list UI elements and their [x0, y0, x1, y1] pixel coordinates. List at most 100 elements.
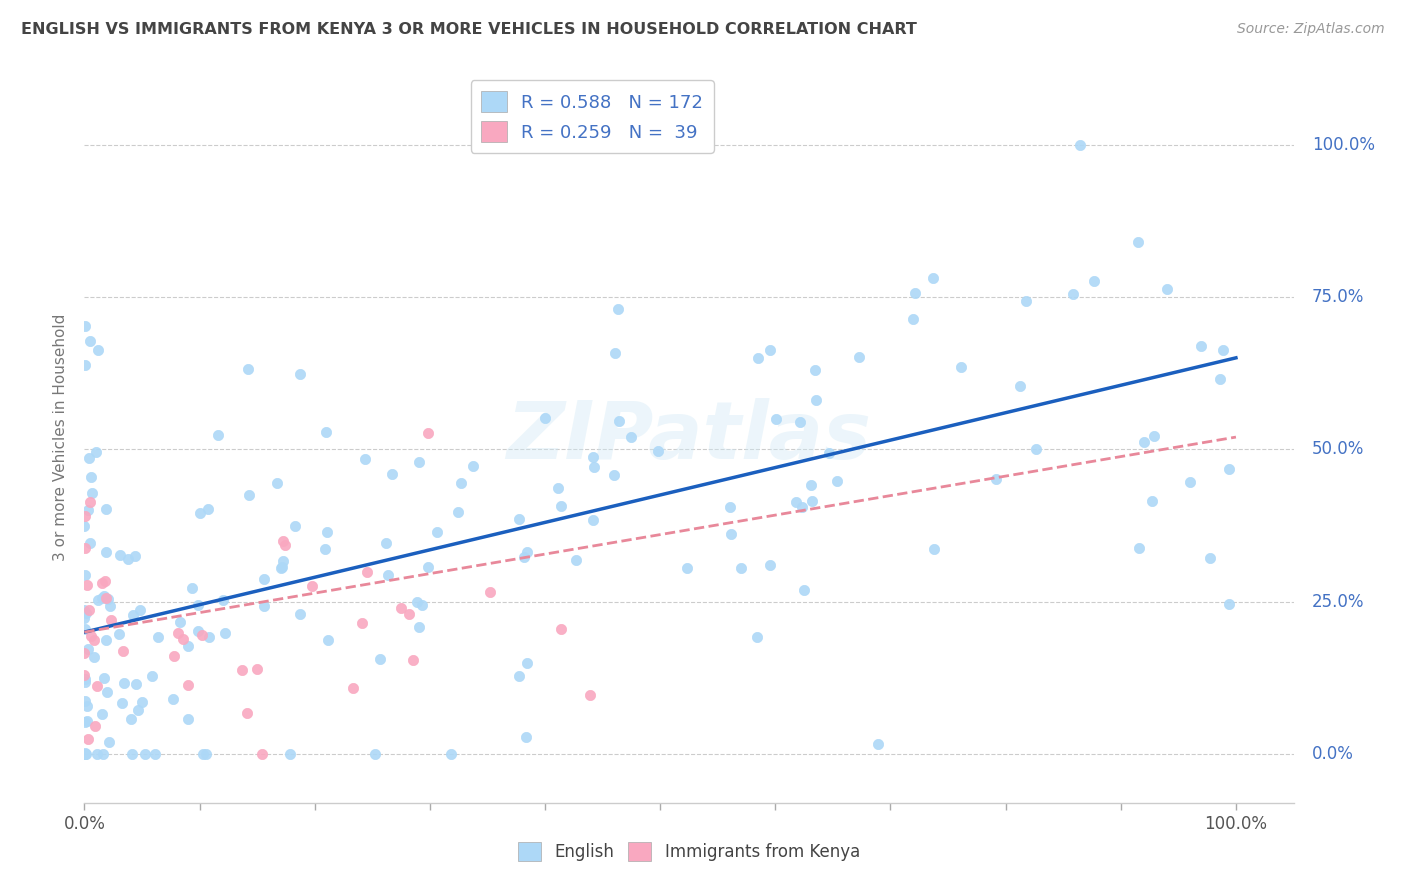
Point	[1062, 287, 1084, 301]
Point	[100, 613, 122, 627]
Point	[408, 619, 430, 633]
Point	[1156, 282, 1178, 296]
Point	[197, 502, 219, 516]
Point	[582, 459, 605, 474]
Point	[86, 679, 108, 693]
Point	[364, 747, 387, 761]
Point	[246, 662, 269, 676]
Point	[112, 676, 135, 690]
Point	[1218, 597, 1240, 611]
Point	[80, 486, 103, 500]
Point	[94, 545, 117, 559]
Point	[1209, 372, 1232, 386]
Point	[1126, 235, 1149, 249]
Point	[1199, 551, 1222, 566]
Point	[278, 747, 301, 761]
Text: 50.0%: 50.0%	[1312, 441, 1364, 458]
Point	[747, 351, 769, 365]
Point	[620, 430, 643, 444]
Y-axis label: 3 or more Vehicles in Household: 3 or more Vehicles in Household	[53, 313, 69, 561]
Point	[75, 693, 97, 707]
Point	[1128, 541, 1150, 555]
Point	[785, 495, 807, 509]
Text: ENGLISH VS IMMIGRANTS FROM KENYA 3 OR MORE VEHICLES IN HOUSEHOLD CORRELATION CHA: ENGLISH VS IMMIGRANTS FROM KENYA 3 OR MO…	[21, 22, 917, 37]
Point	[73, 747, 96, 761]
Point	[508, 668, 530, 682]
Point	[180, 581, 202, 595]
Point	[80, 629, 103, 643]
Point	[191, 628, 214, 642]
Point	[177, 678, 200, 692]
Point	[607, 302, 630, 317]
Point	[450, 475, 472, 490]
Point	[720, 527, 742, 541]
Point	[76, 714, 98, 728]
Point	[83, 650, 105, 665]
Point	[354, 452, 377, 467]
Point	[582, 450, 605, 465]
Point	[1010, 379, 1032, 393]
Point	[93, 671, 115, 685]
Point	[288, 367, 311, 381]
Point	[90, 576, 112, 591]
Point	[73, 747, 96, 761]
Point	[73, 611, 96, 625]
Point	[86, 747, 108, 761]
Point	[718, 500, 741, 514]
Point	[187, 624, 209, 639]
Point	[79, 495, 101, 509]
Point	[647, 444, 669, 458]
Point	[146, 630, 169, 644]
Legend: English, Immigrants from Kenya: English, Immigrants from Kenya	[512, 835, 866, 868]
Point	[730, 561, 752, 575]
Point	[547, 482, 569, 496]
Point	[97, 592, 120, 607]
Point	[534, 411, 557, 425]
Point	[800, 493, 823, 508]
Point	[1025, 442, 1047, 457]
Point	[121, 747, 143, 761]
Point	[250, 747, 273, 761]
Point	[405, 595, 427, 609]
Point	[97, 735, 120, 749]
Point	[84, 444, 107, 458]
Point	[565, 553, 588, 567]
Point	[924, 542, 946, 557]
Point	[169, 615, 191, 629]
Point	[1218, 462, 1240, 476]
Point	[125, 677, 148, 691]
Point	[73, 519, 96, 533]
Point	[195, 747, 218, 761]
Point	[131, 695, 153, 709]
Point	[271, 554, 294, 568]
Point	[314, 541, 336, 556]
Point	[76, 642, 98, 657]
Point	[478, 585, 501, 599]
Point	[236, 706, 259, 720]
Point	[609, 414, 631, 428]
Point	[166, 625, 188, 640]
Point	[904, 286, 927, 301]
Point	[73, 747, 96, 761]
Point	[1133, 434, 1156, 449]
Point	[93, 747, 115, 761]
Point	[516, 656, 538, 670]
Point	[77, 731, 100, 746]
Point	[177, 712, 200, 726]
Point	[440, 747, 463, 761]
Point	[901, 312, 924, 326]
Point	[817, 446, 839, 460]
Text: 25.0%: 25.0%	[1312, 592, 1364, 611]
Point	[411, 599, 433, 613]
Point	[73, 747, 96, 761]
Point	[416, 425, 439, 440]
Point	[381, 467, 404, 481]
Point	[207, 427, 229, 442]
Point	[84, 719, 107, 733]
Point	[949, 359, 972, 374]
Point	[253, 572, 276, 586]
Point	[124, 549, 146, 563]
Point	[94, 633, 117, 648]
Point	[77, 603, 100, 617]
Point	[675, 561, 697, 575]
